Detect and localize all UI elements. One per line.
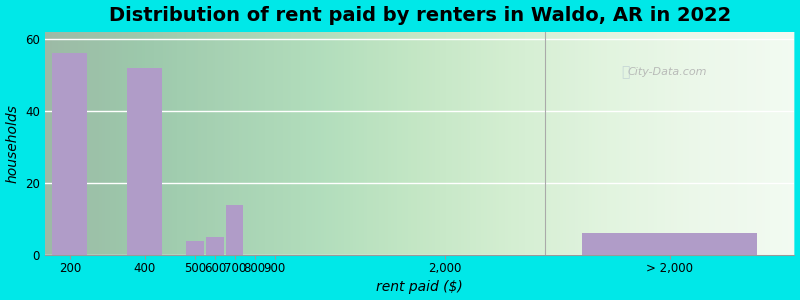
Bar (127, 68, 162, 255)
Text: City-Data.com: City-Data.com (627, 67, 706, 77)
Bar (226, 205, 243, 255)
Bar (52, 53, 87, 255)
Y-axis label: households: households (6, 104, 19, 183)
Bar (186, 241, 203, 255)
Bar (582, 233, 757, 255)
X-axis label: rent paid ($): rent paid ($) (376, 280, 463, 294)
Title: Distribution of rent paid by renters in Waldo, AR in 2022: Distribution of rent paid by renters in … (109, 6, 730, 25)
Text: ⓘ: ⓘ (622, 65, 630, 79)
Bar (206, 237, 223, 255)
